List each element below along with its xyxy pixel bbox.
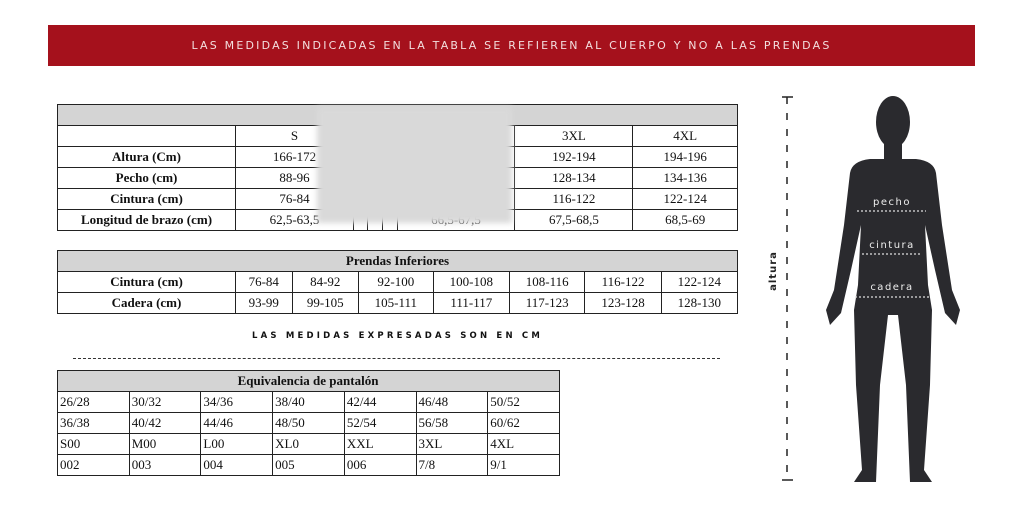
table-cell: 9/1 <box>487 454 560 476</box>
table-cell: 50/52 <box>487 391 560 413</box>
table-cell: 4XL <box>487 433 560 455</box>
table-cell: 34/36 <box>200 391 274 413</box>
table-cell: 99-105 <box>291 292 359 314</box>
table-cell: 92-100 <box>357 271 434 293</box>
size-header: 4XL <box>632 125 738 147</box>
table-title: Equivalencia de pantalón <box>57 370 560 392</box>
table-cell: XL0 <box>272 433 345 455</box>
row-label: Longitud de brazo (cm) <box>57 209 236 231</box>
size-header: 3XL <box>514 125 634 147</box>
row-label: Cadera (cm) <box>57 292 236 314</box>
table-cell: 52/54 <box>343 412 417 434</box>
table-cell: 192-194 <box>514 146 634 168</box>
table-cell: 48/50 <box>272 412 345 434</box>
table-cell: 68,5-69 <box>632 209 738 231</box>
table-title-row: Prendas Inferiores <box>57 250 738 272</box>
table-row: 36/38 40/42 44/46 48/50 52/54 56/58 60/62 <box>57 412 560 434</box>
notice-banner: LAS MEDIDAS INDICADAS EN LA TABLA SE REF… <box>48 25 975 66</box>
table-cell: S00 <box>57 433 130 455</box>
units-note: LAS MEDIDAS EXPRESADAS SON EN CM <box>251 331 544 341</box>
table-cell: 117-123 <box>508 292 586 314</box>
table-cell: 7/8 <box>415 454 489 476</box>
table-cell: 116-122 <box>584 271 662 293</box>
table-cell: 46/48 <box>415 391 489 413</box>
table-row: 26/28 30/32 34/36 38/40 42/44 46/48 50/52 <box>57 391 560 413</box>
table-cell: 44/46 <box>200 412 274 434</box>
table-cell: 116-122 <box>514 188 634 210</box>
table-cell: 111-117 <box>432 292 510 314</box>
table-cell: M00 <box>128 433 202 455</box>
row-label: Cintura (cm) <box>57 188 236 210</box>
table-cell: 36/38 <box>57 412 130 434</box>
dashed-divider <box>73 358 720 359</box>
table-row: S00 M00 L00 XL0 XXL 3XL 4XL <box>57 433 560 455</box>
table-cell: 123-128 <box>584 292 662 314</box>
table-cell: 40/42 <box>128 412 202 434</box>
table-cell: 122-124 <box>660 271 739 293</box>
table-cell: 42/44 <box>343 391 417 413</box>
table-cell: 26/28 <box>57 391 130 413</box>
altura-label: altura <box>768 251 779 291</box>
table-title: Prendas Inferiores <box>57 250 738 272</box>
row-label: Cintura (cm) <box>57 271 236 293</box>
row-label: Altura (Cm) <box>57 146 236 168</box>
table-cell: 004 <box>200 454 274 476</box>
table-cell: XXL <box>343 433 417 455</box>
table-cell: 100-108 <box>432 271 510 293</box>
table-cell: 128-134 <box>514 167 634 189</box>
pecho-label: pecho <box>873 197 911 208</box>
measure-lines <box>855 210 930 298</box>
table-cell: 194-196 <box>632 146 738 168</box>
table-cell: 006 <box>343 454 417 476</box>
cadera-label: cadera <box>870 282 913 293</box>
table-cell: 56/58 <box>415 412 489 434</box>
cintura-label: cintura <box>869 240 915 251</box>
table-cell: 128-130 <box>660 292 739 314</box>
table-cell: 67,5-68,5 <box>514 209 634 231</box>
table-cell: 84-92 <box>291 271 359 293</box>
table-cell: 108-116 <box>508 271 586 293</box>
table-cell: 105-111 <box>357 292 434 314</box>
table-row: 002 003 004 005 006 7/8 9/1 <box>57 454 560 476</box>
corner-cell <box>57 125 236 147</box>
table-row: Cadera (cm) 93-99 99-105 105-111 111-117 117-… <box>57 292 739 314</box>
blurred-region <box>317 107 512 223</box>
table-cell: 002 <box>57 454 130 476</box>
table-cell: 38/40 <box>272 391 345 413</box>
table-cell: 93-99 <box>235 292 293 314</box>
table-cell: 60/62 <box>487 412 560 434</box>
table-cell: 003 <box>128 454 202 476</box>
row-label: Pecho (cm) <box>57 167 236 189</box>
silhouette <box>826 96 960 482</box>
table-cell: 134-136 <box>632 167 738 189</box>
height-ruler <box>782 96 793 481</box>
table-title-row: Equivalencia de pantalón <box>57 370 560 392</box>
table-cell: 30/32 <box>128 391 202 413</box>
table-cell: 005 <box>272 454 345 476</box>
table-cell: L00 <box>200 433 274 455</box>
pants-equivalence-table: Equivalencia de pantalón 26/28 30/32 34/36 3… <box>57 370 560 476</box>
body-measurement-figure: altura pecho cintura cadera <box>768 96 960 482</box>
table-cell: 122-124 <box>632 188 738 210</box>
lower-garments-table: Prendas Inferiores Cintura (cm) 76-84 84-92… <box>57 250 739 314</box>
table-row: Cintura (cm) 76-84 84-92 92-100 100-108 108-1… <box>57 271 739 293</box>
table-cell: 3XL <box>415 433 489 455</box>
table-cell: 76-84 <box>235 271 293 293</box>
